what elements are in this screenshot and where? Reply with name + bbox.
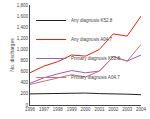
svg-text:2003: 2003 bbox=[122, 107, 133, 112]
svg-text:1,800: 1,800 bbox=[17, 3, 29, 8]
svg-text:1996: 1996 bbox=[25, 107, 36, 112]
svg-text:1998: 1998 bbox=[53, 107, 64, 112]
svg-text:2001: 2001 bbox=[94, 107, 105, 112]
svg-text:1999: 1999 bbox=[67, 107, 78, 112]
svg-text:600: 600 bbox=[21, 69, 29, 74]
svg-text:1,000: 1,000 bbox=[17, 47, 29, 52]
svg-text:1997: 1997 bbox=[39, 107, 50, 112]
svg-text:2002: 2002 bbox=[108, 107, 119, 112]
svg-text:200: 200 bbox=[21, 91, 29, 96]
svg-text:400: 400 bbox=[21, 80, 29, 85]
svg-text:1,400: 1,400 bbox=[17, 25, 29, 30]
svg-text:2004: 2004 bbox=[136, 107, 147, 112]
svg-text:1,600: 1,600 bbox=[17, 14, 29, 19]
svg-text:Any diagnosis A04.7: Any diagnosis A04.7 bbox=[71, 37, 112, 42]
svg-text:800: 800 bbox=[21, 58, 29, 63]
svg-text:No. discharges: No. discharges bbox=[9, 38, 15, 72]
svg-text:Any diagnosis K52.8: Any diagnosis K52.8 bbox=[71, 18, 113, 23]
svg-text:Primary diagnosis A04.7: Primary diagnosis A04.7 bbox=[71, 75, 120, 80]
svg-text:1,200: 1,200 bbox=[17, 36, 29, 41]
svg-text:Primary diagnosis K52.8: Primary diagnosis K52.8 bbox=[71, 56, 120, 61]
svg-text:2000: 2000 bbox=[80, 107, 91, 112]
svg-text:0: 0 bbox=[26, 103, 29, 108]
